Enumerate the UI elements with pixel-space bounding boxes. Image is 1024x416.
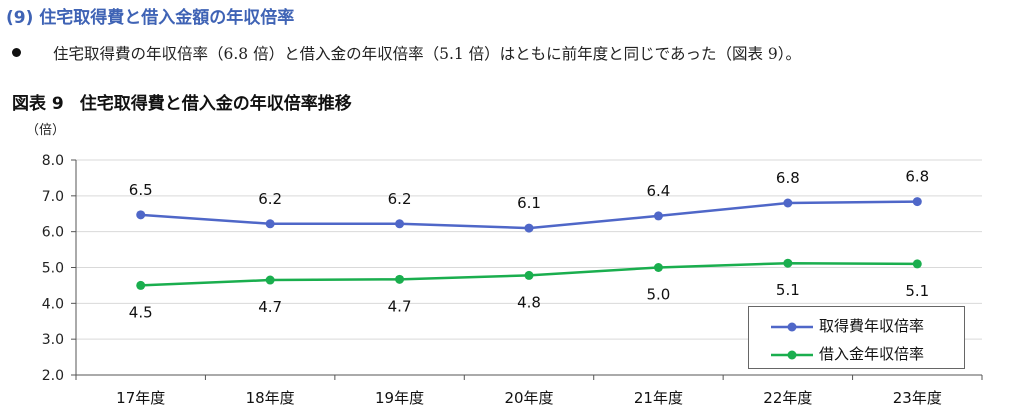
data-point-1: [265, 275, 275, 285]
legend-item-loan: 借入金年収倍率: [769, 343, 924, 364]
x-tick-label: 18年度: [246, 389, 295, 407]
data-label-1: 4.7: [258, 298, 282, 316]
data-point-1: [524, 270, 534, 280]
section-heading: (9) 住宅取得費と借入金額の年収倍率: [6, 8, 295, 28]
x-tick-label: 23年度: [893, 389, 942, 407]
bullet-icon: [12, 48, 21, 57]
data-labels: 6.5 6.2 6.2 6.1 6.4 6.8 6.8 4.5 4.7 4.7 4.8 5.0 5.1 5…: [129, 168, 929, 322]
data-label-0: 6.4: [646, 182, 670, 200]
x-tick-label: 21年度: [634, 389, 683, 407]
legend-item-acquisition: 取得費年収倍率: [769, 315, 924, 336]
y-tick-label: 2.0: [42, 368, 64, 384]
data-point-1: [653, 263, 663, 272]
data-point-0: [912, 197, 922, 207]
y-axis-unit-label: （倍）: [26, 123, 65, 138]
data-point-0: [524, 223, 534, 233]
data-label-1: 5.1: [905, 282, 929, 300]
legend: 取得費年収倍率 借入金年収倍率: [748, 306, 965, 369]
data-label-1: 4.5: [129, 303, 153, 321]
legend-marker-acquisition: [771, 322, 813, 332]
data-point-1: [136, 280, 146, 290]
data-point-0: [653, 211, 663, 221]
data-point-1: [912, 259, 922, 269]
data-point-0: [265, 219, 275, 229]
line-chart: 2.0 3.0 4.0 5.0 6.0 7.0 8.0 （倍） 17年度 18年度 19年度 20年度…: [26, 123, 983, 407]
data-label-0: 6.8: [905, 168, 929, 186]
data-point-0: [395, 219, 405, 229]
x-tick-label: 20年度: [504, 389, 553, 407]
x-tick-label: 17年度: [116, 389, 165, 407]
y-tick-label: 7.0: [42, 189, 64, 205]
legend-label-loan: 借入金年収倍率: [819, 345, 925, 363]
x-tick-label: 19年度: [375, 389, 424, 407]
y-tick-label: 5.0: [42, 261, 64, 277]
figure-number: 図表 9: [12, 94, 64, 114]
data-label-1: 4.7: [388, 297, 412, 315]
y-tick-label: 6.0: [42, 225, 64, 241]
data-label-0: 6.2: [258, 190, 282, 208]
data-point-1: [395, 274, 405, 284]
series-layer: [136, 197, 922, 290]
x-tick-label: 22年度: [763, 389, 812, 407]
figure-caption: 住宅取得費と借入金の年収倍率推移: [79, 94, 352, 114]
legend-label-acquisition: 取得費年収倍率: [819, 317, 925, 335]
axes: 2.0 3.0 4.0 5.0 6.0 7.0 8.0 （倍） 17年度 18年度 19年度 20年度…: [26, 123, 983, 407]
data-label-0: 6.8: [776, 169, 800, 187]
data-point-0: [783, 198, 793, 208]
y-tick-label: 8.0: [42, 153, 64, 169]
bullet-line: 住宅取得費の年収倍率（6.8 倍）と借入金の年収倍率（5.1 倍）はともに前年度…: [12, 42, 801, 64]
data-point-0: [136, 210, 146, 220]
bullet-text: 住宅取得費の年収倍率（6.8 倍）と借入金の年収倍率（5.1 倍）はともに前年度…: [53, 45, 802, 63]
data-label-1: 5.1: [776, 281, 800, 299]
figure-title: 図表 9 住宅取得費と借入金の年収倍率推移: [12, 89, 352, 114]
data-label-1: 5.0: [646, 286, 670, 304]
data-label-0: 6.1: [517, 194, 541, 212]
data-label-0: 6.5: [129, 181, 153, 199]
data-label-1: 4.8: [517, 293, 541, 311]
y-tick-label: 4.0: [42, 296, 64, 312]
data-label-0: 6.2: [388, 190, 412, 208]
legend-marker-loan: [771, 350, 813, 360]
data-point-1: [783, 258, 793, 268]
y-tick-label: 3.0: [42, 332, 64, 348]
